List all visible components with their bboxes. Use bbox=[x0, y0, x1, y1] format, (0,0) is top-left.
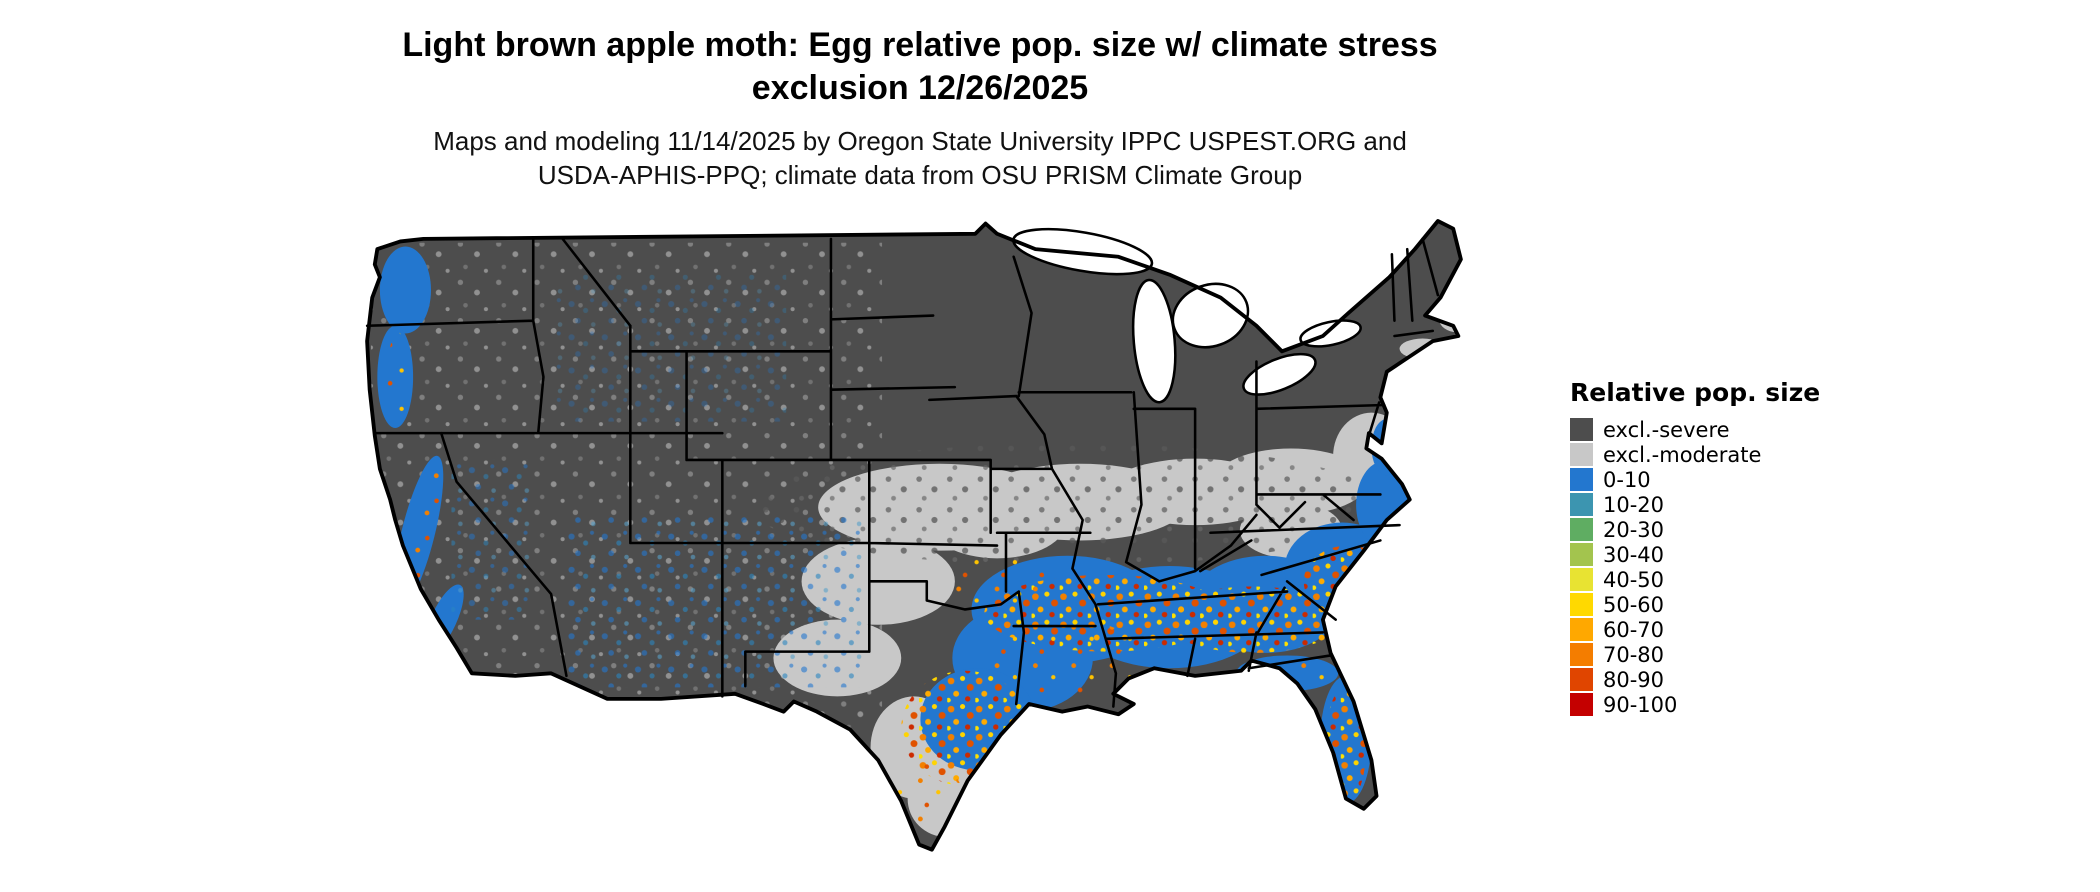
legend-label: 90-100 bbox=[1603, 692, 1678, 717]
legend-swatch bbox=[1570, 493, 1593, 516]
legend-label: 50-60 bbox=[1603, 592, 1665, 617]
state-borders bbox=[365, 237, 1440, 708]
lake-erie bbox=[1242, 352, 1317, 396]
legend-label: 0-10 bbox=[1603, 467, 1651, 492]
legend-row: 30-40 bbox=[1570, 542, 1870, 567]
legend-swatch bbox=[1570, 543, 1593, 566]
page-subtitle: Maps and modeling 11/14/2025 by Oregon S… bbox=[433, 126, 1407, 190]
north-rockies-speckle bbox=[556, 274, 787, 422]
legend-swatch bbox=[1570, 693, 1593, 716]
legend-row: 0-10 bbox=[1570, 467, 1870, 492]
legend-label: excl.-moderate bbox=[1603, 442, 1762, 467]
legend-row: 40-50 bbox=[1570, 567, 1870, 592]
page-title: Light brown apple moth: Egg relative pop… bbox=[402, 26, 1438, 107]
moderate-band-texture bbox=[747, 443, 1387, 566]
legend-label: 30-40 bbox=[1603, 542, 1665, 567]
legend-swatch bbox=[1570, 618, 1593, 641]
legend-row: 50-60 bbox=[1570, 592, 1870, 617]
legend-row: 70-80 bbox=[1570, 642, 1870, 667]
legend-items: excl.-severe excl.-moderate 0-10 10-20 2… bbox=[1570, 417, 1870, 717]
legend-swatch bbox=[1570, 668, 1593, 691]
legend-swatch bbox=[1570, 643, 1593, 666]
legend-label: 40-50 bbox=[1603, 567, 1665, 592]
lake-michigan bbox=[1131, 278, 1177, 404]
legend-row: 90-100 bbox=[1570, 692, 1870, 717]
legend-swatch bbox=[1570, 418, 1593, 441]
legend-row: excl.-severe bbox=[1570, 417, 1870, 442]
sierra-speckle bbox=[451, 459, 531, 620]
us-map-svg bbox=[365, 219, 1463, 852]
southwest-speckle bbox=[562, 514, 863, 688]
legend-row: 60-70 bbox=[1570, 617, 1870, 642]
legend-row: 80-90 bbox=[1570, 667, 1870, 692]
legend-label: 10-20 bbox=[1603, 492, 1665, 517]
legend-row: 20-30 bbox=[1570, 517, 1870, 542]
legend-row: 10-20 bbox=[1570, 492, 1870, 517]
us-map bbox=[300, 198, 1528, 888]
great-lakes bbox=[1012, 227, 1362, 404]
legend-label: 70-80 bbox=[1603, 642, 1665, 667]
legend: Relative pop. size excl.-severe excl.-mo… bbox=[1570, 378, 1870, 717]
legend-label: excl.-severe bbox=[1603, 417, 1730, 442]
legend-row: excl.-moderate bbox=[1570, 442, 1870, 467]
legend-swatch bbox=[1570, 568, 1593, 591]
legend-swatch bbox=[1570, 518, 1593, 541]
national-outline bbox=[365, 219, 1463, 852]
map-header: Light brown apple moth: Egg relative pop… bbox=[0, 24, 1840, 193]
legend-swatch bbox=[1570, 593, 1593, 616]
legend-label: 60-70 bbox=[1603, 617, 1665, 642]
legend-label: 20-30 bbox=[1603, 517, 1665, 542]
legend-swatch bbox=[1570, 443, 1593, 466]
legend-swatch bbox=[1570, 468, 1593, 491]
high-population-speckle bbox=[387, 332, 1394, 830]
legend-title: Relative pop. size bbox=[1570, 378, 1821, 407]
legend-label: 80-90 bbox=[1603, 667, 1665, 692]
